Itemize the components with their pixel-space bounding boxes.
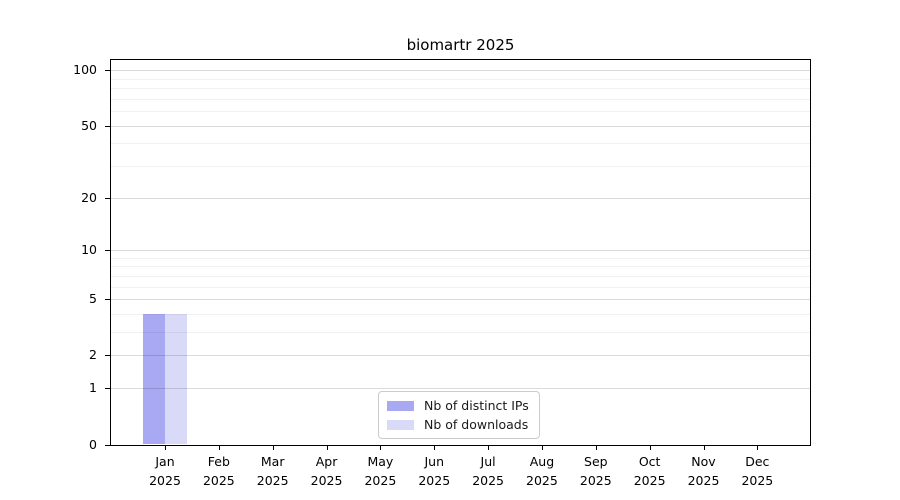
gridline-5 [110,299,811,301]
legend-swatch-downloads [387,419,414,430]
legend-label: Nb of distinct IPs [424,398,529,413]
gridline-40 [110,143,811,145]
legend-item-downloads: Nb of downloads [387,417,529,432]
year-label: 2025 [256,472,289,488]
gridline-80 [110,88,811,90]
year-label: 2025 [310,472,343,488]
year-label: 2025 [149,472,181,488]
y-tick-label-10: 10 [81,242,97,258]
month-label: May [367,453,394,469]
legend-swatch-distinct-ips [387,400,414,411]
x-tick-label-jul: Jul 2025 [453,452,523,490]
x-tick-feb [218,444,220,450]
x-tick-label-mar: Mar 2025 [238,452,308,490]
x-tick-oct [649,444,651,450]
x-tick-label-aug: Aug 2025 [507,452,577,490]
year-label: 2025 [687,472,720,488]
y-tick-100 [105,70,110,72]
x-tick-may [380,444,382,450]
x-tick-label-nov: Nov 2025 [669,452,739,490]
y-tick-label-1: 1 [89,380,97,396]
gridline-6 [110,286,811,288]
gridline-70 [110,98,811,100]
x-tick-jul [488,444,490,450]
month-label: Mar [260,453,285,469]
year-label: 2025 [364,472,397,488]
month-label: Oct [638,453,661,469]
y-tick-50 [105,125,110,127]
month-label: Nov [691,453,716,469]
y-tick-0 [105,444,110,446]
x-tick-nov [703,444,705,450]
chart-title: biomartr 2025 [406,36,515,54]
year-label: 2025 [202,472,235,488]
x-tick-mar [272,444,274,450]
gridline-90 [110,78,811,80]
gridline-8 [110,266,811,268]
gridline-20 [110,197,811,199]
x-tick-aug [541,444,543,450]
y-tick-1 [105,388,110,390]
y-tick-label-2: 2 [89,347,97,363]
x-tick-sep [595,444,597,450]
month-label: Sep [584,453,608,469]
y-tick-label-50: 50 [81,117,97,133]
month-label: Aug [529,453,555,469]
gridline-3 [110,332,811,334]
month-label: Feb [207,453,230,469]
gridline-50 [110,125,811,127]
x-tick-dec [757,444,759,450]
year-label: 2025 [633,472,666,488]
y-tick-5 [105,299,110,301]
y-tick-label-0: 0 [89,436,97,452]
x-tick-jun [434,444,436,450]
year-label: 2025 [579,472,612,488]
x-tick-label-feb: Feb 2025 [184,452,254,490]
y-tick-label-5: 5 [89,291,97,307]
x-tick-label-oct: Oct 2025 [615,452,685,490]
y-tick-2 [105,355,110,357]
month-label: Jul [480,453,496,469]
gridline-9 [110,257,811,259]
legend-label: Nb of downloads [424,417,529,432]
x-tick-jan [165,444,166,450]
year-label: 2025 [526,472,558,488]
legend: Nb of distinct IPs Nb of downloads [378,391,540,439]
x-tick-label-apr: Apr 2025 [292,452,362,490]
x-tick-label-may: May 2025 [345,452,415,490]
gridline-2 [110,355,811,357]
y-tick-label-20: 20 [81,189,97,205]
legend-item-distinct-ips: Nb of distinct IPs [387,398,529,413]
y-tick-label-100: 100 [73,62,97,78]
month-label: Dec [745,453,770,469]
plot-frame [110,59,811,446]
year-label: 2025 [418,472,451,488]
gridline-60 [110,111,811,113]
gridline-30 [110,166,811,167]
x-tick-apr [326,444,328,450]
y-tick-10 [105,250,110,252]
gridline-1 [110,388,811,390]
month-label: Jun [424,453,445,469]
x-tick-label-dec: Dec 2025 [722,452,792,490]
month-label: Apr [315,453,338,469]
x-tick-label-jan: Jan 2025 [130,452,200,490]
month-label: Jan [155,453,175,469]
bar-distinct-ips-jan [143,313,165,445]
gridline-4 [110,313,811,315]
gridline-7 [110,275,811,277]
year-label: 2025 [741,472,774,488]
gridline-100 [110,70,811,72]
x-tick-label-jun: Jun 2025 [399,452,469,490]
bar-downloads-jan [165,313,187,445]
year-label: 2025 [472,472,504,488]
x-tick-label-sep: Sep 2025 [561,452,631,490]
y-tick-20 [105,197,110,199]
gridline-10 [110,250,811,252]
